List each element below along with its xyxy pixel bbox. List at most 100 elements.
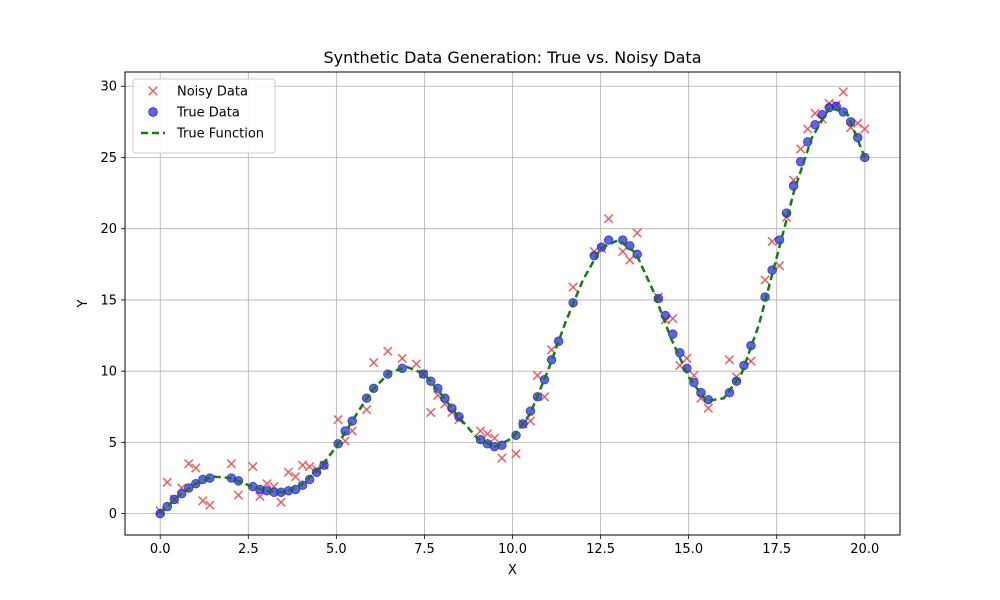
y-axis-label: Y — [76, 299, 91, 308]
legend-item: True Data — [148, 106, 240, 121]
noisy-data-marker — [860, 124, 870, 134]
true-data-point — [340, 426, 350, 436]
noisy-data-marker — [475, 426, 486, 436]
noisy-data-point — [233, 490, 244, 500]
x-tick-label: 17.5 — [762, 542, 791, 557]
noisy-data-point — [682, 353, 692, 364]
noisy-data-point — [838, 87, 849, 97]
true-data-point — [603, 235, 614, 245]
noisy-data-marker — [810, 108, 820, 119]
noisy-data-point — [795, 144, 806, 154]
noisy-data-marker — [603, 213, 614, 224]
noisy-data-marker — [568, 282, 578, 292]
noisy-data-marker — [482, 429, 493, 439]
noisy-data-marker — [333, 414, 343, 425]
noisy-data-point — [333, 414, 343, 425]
noisy-data-point — [703, 403, 714, 413]
true-data-point — [546, 355, 557, 365]
legend-true-data-marker — [148, 107, 158, 117]
noisy-data-marker — [774, 260, 785, 271]
noisy-data-point — [860, 124, 870, 134]
x-tick-label: 10.0 — [498, 542, 527, 557]
noisy-data-point — [724, 355, 735, 365]
noisy-data-point — [255, 491, 265, 502]
legend-label: Noisy Data — [177, 85, 248, 100]
noisy-data-marker — [191, 463, 201, 473]
legend-item: True Function — [141, 127, 264, 142]
noisy-data-point — [497, 453, 507, 463]
noisy-data-point — [539, 392, 550, 402]
noisy-data-point — [248, 461, 258, 472]
noisy-data-marker — [668, 313, 678, 324]
legend-box — [132, 78, 276, 154]
y-tick-label: 0 — [109, 507, 117, 522]
x-tick-label: 7.5 — [414, 542, 435, 557]
noisy-data-marker — [283, 467, 294, 478]
noisy-data-point — [411, 359, 422, 369]
noisy-data-marker — [617, 246, 628, 257]
noisy-data-marker — [383, 346, 393, 356]
noisy-data-point — [760, 275, 770, 285]
noisy-data-marker — [852, 118, 863, 129]
noisy-data-marker — [760, 275, 770, 285]
noisy-data-point — [482, 429, 493, 439]
noisy-data-series — [155, 87, 870, 516]
noisy-data-marker — [426, 407, 436, 418]
noisy-data-marker — [767, 236, 777, 247]
y-tick-label: 20 — [100, 222, 117, 237]
noisy-data-point — [191, 463, 201, 473]
noisy-data-marker — [297, 460, 308, 470]
noisy-data-marker — [397, 353, 408, 364]
x-axis-label: X — [508, 563, 517, 578]
noisy-data-marker — [625, 255, 635, 265]
y-tick-label: 30 — [100, 80, 117, 95]
legend-label: True Function — [176, 127, 264, 142]
noisy-data-point — [489, 433, 500, 443]
noisy-data-point — [475, 426, 486, 436]
noisy-data-point — [361, 404, 372, 415]
true-data-point — [803, 137, 813, 147]
x-tick-label: 15.0 — [674, 542, 703, 557]
y-tick-label: 10 — [100, 365, 117, 380]
noisy-data-marker — [276, 497, 286, 507]
noisy-data-marker — [262, 478, 272, 489]
noisy-data-marker — [255, 491, 265, 502]
noisy-data-point — [625, 255, 635, 265]
noisy-data-point — [383, 346, 393, 356]
x-tick-label: 0.0 — [150, 542, 171, 557]
noisy-data-marker — [183, 459, 194, 469]
legend-item: Noisy Data — [148, 85, 248, 100]
noisy-data-marker — [724, 355, 735, 365]
noisy-data-point — [511, 449, 521, 459]
x-tick-label: 5.0 — [326, 542, 347, 557]
noisy-data-point — [290, 471, 301, 482]
noisy-data-marker — [489, 433, 500, 443]
noisy-data-marker — [802, 124, 813, 134]
chart-title: Synthetic Data Generation: True vs. Nois… — [324, 48, 702, 67]
x-tick-label: 20.0 — [850, 542, 879, 557]
noisy-data-marker — [162, 477, 173, 488]
noisy-data-marker — [511, 449, 521, 459]
noisy-data-point — [283, 467, 294, 478]
noisy-data-point — [162, 477, 173, 488]
noisy-data-point — [767, 236, 777, 247]
noisy-data-marker — [304, 461, 315, 472]
noisy-data-marker — [347, 426, 357, 436]
noisy-data-point — [603, 213, 614, 224]
noisy-data-marker — [248, 461, 258, 472]
noisy-data-marker — [539, 392, 550, 402]
noisy-data-point — [226, 459, 237, 469]
noisy-data-point — [568, 282, 578, 292]
noisy-data-marker — [198, 496, 208, 506]
noisy-data-point — [368, 357, 379, 368]
noisy-data-marker — [838, 87, 849, 97]
true-data-point — [668, 329, 678, 339]
true-data-point — [539, 375, 550, 385]
true-function-line — [159, 106, 866, 515]
noisy-data-marker — [795, 144, 806, 154]
noisy-data-point — [205, 500, 215, 510]
noisy-data-point — [183, 459, 194, 469]
noisy-data-point — [426, 407, 436, 418]
noisy-data-point — [397, 353, 408, 364]
